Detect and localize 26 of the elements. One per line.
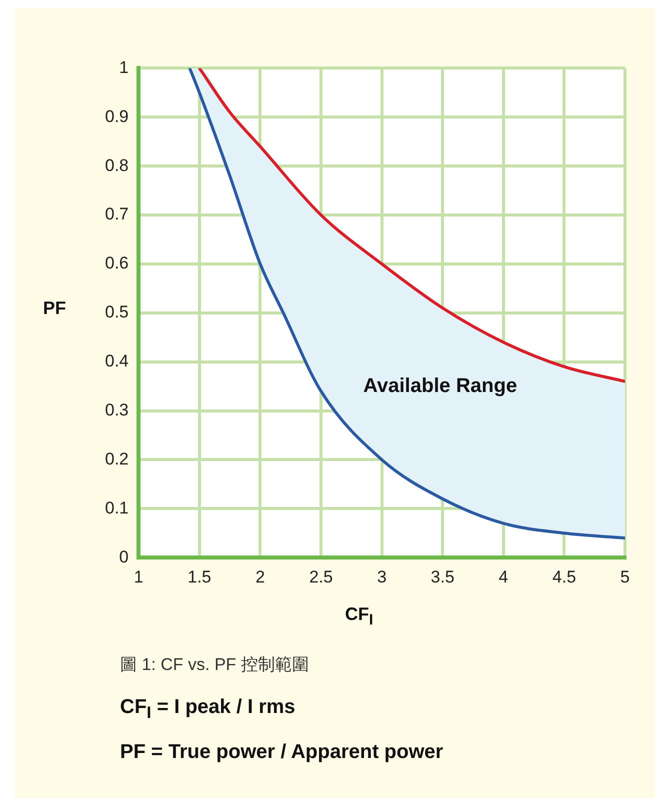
annotation: Available Range (363, 374, 518, 397)
y-tick-label: 0.2 (104, 449, 129, 468)
x-tick-label: 3 (377, 567, 387, 586)
caption: 圖 1: CF vs. PF 控制範圍 (120, 654, 310, 676)
y-tick-label: 0.4 (104, 352, 129, 371)
text: PF = True power / Apparent power (120, 741, 444, 764)
y-tick-label: 0.1 (104, 498, 129, 518)
x-tick-label: 1 (134, 567, 144, 586)
text: CF$_{I}$ = I peak / I rms (120, 696, 296, 723)
x-tick-label: 2.5 (309, 567, 333, 586)
x-tick-label: 2 (255, 567, 265, 586)
x-tick-label: 1.5 (188, 567, 212, 586)
y-tick-label: 0 (119, 547, 129, 566)
x-tick-label: 4 (498, 567, 508, 586)
y-tick-label: 0.6 (104, 254, 129, 273)
y-tick-label: 0.3 (104, 400, 129, 420)
x-tick-label: 4.5 (552, 567, 576, 586)
y-tick-label: 0.9 (104, 106, 129, 126)
y-tick-label: 0.5 (104, 302, 129, 322)
x-axis-title: CF$_{I}$ (345, 604, 374, 629)
y-tick-label: 0.7 (104, 204, 129, 224)
x-tick-label: 3.5 (430, 567, 454, 586)
y-axis-title: PF (43, 298, 66, 319)
y-tick-label: 0.8 (104, 156, 129, 175)
x-tick-label: 5 (620, 567, 630, 586)
y-tick-label: 1 (119, 58, 129, 77)
